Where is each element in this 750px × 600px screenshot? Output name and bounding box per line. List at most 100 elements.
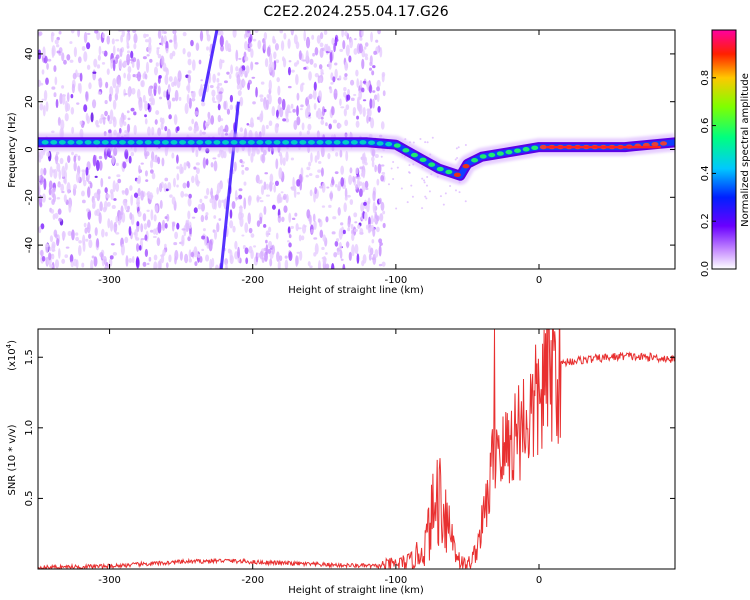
heatmap-noise-cell <box>246 122 250 126</box>
heatmap-noise-cell <box>115 182 120 192</box>
heatmap-noise-cell <box>345 150 349 162</box>
signal-trace-blob <box>170 140 178 145</box>
heatmap-noise-cell <box>372 190 376 202</box>
heatmap-noise-cell <box>188 221 192 229</box>
heatmap-noise-cell <box>207 111 211 119</box>
heatmap-noise-cell <box>85 238 89 242</box>
heatmap-noise-cell <box>59 157 64 165</box>
heatmap-noise-cell <box>250 117 254 128</box>
heatmap-noise-cell <box>144 248 149 258</box>
heatmap-noise-cell <box>117 178 122 184</box>
heatmap-noise-cell <box>154 204 159 214</box>
heatmap-noise-cell <box>142 73 146 80</box>
heatmap-noise-cell <box>348 174 353 185</box>
heatmap-noise-cell <box>263 39 267 51</box>
signal-trace-blob <box>58 140 66 145</box>
heatmap-noise-cell <box>378 263 383 267</box>
heatmap-noise-cell <box>277 96 282 105</box>
heatmap-noise-cell <box>347 227 351 232</box>
heatmap-noise-cell <box>69 254 74 263</box>
heatmap-noise-cell <box>142 94 146 103</box>
signal-trace-blob <box>402 148 410 153</box>
heatmap-noise-cell <box>101 61 106 65</box>
heatmap-noise-cell <box>53 65 57 73</box>
heatmap-noise-cell <box>277 260 281 269</box>
heatmap-noise-cell <box>457 146 460 149</box>
heatmap-noise-cell <box>217 114 222 123</box>
signal-trace-blob <box>213 140 221 145</box>
heatmap-noise-cell <box>56 238 60 246</box>
heatmap-noise-cell <box>185 219 190 224</box>
heatmap-noise-cell <box>122 121 127 126</box>
heatmap-noise-cell <box>201 101 206 107</box>
heatmap-noise-cell <box>61 85 65 89</box>
heatmap-noise-cell <box>137 210 142 218</box>
heatmap-noise-cell <box>317 169 322 173</box>
heatmap-noise-cell <box>252 101 256 105</box>
heatmap-noise-cell <box>279 154 283 166</box>
heatmap-noise-cell <box>202 157 207 169</box>
heatmap-noise-cell <box>207 117 212 125</box>
heatmap-noise-cell <box>233 161 237 172</box>
heatmap-noise-cell <box>265 124 269 130</box>
heatmap-noise-cell <box>368 253 372 261</box>
heatmap-noise-cell <box>43 167 47 176</box>
heatmap-noise-cell <box>124 93 128 96</box>
heatmap-noise-cell <box>321 47 325 52</box>
heatmap-noise-cell <box>75 172 81 183</box>
heatmap-noise-cell <box>223 80 228 84</box>
signal-trace-blob <box>273 140 281 145</box>
heatmap-noise-cell <box>357 103 362 112</box>
heatmap-noise-cell <box>335 38 339 42</box>
heatmap-noise-cell <box>218 91 223 94</box>
heatmap-noise-cell <box>78 240 82 244</box>
heatmap-noise-cell <box>152 159 157 163</box>
heatmap-noise-cell <box>173 177 176 188</box>
heatmap-noise-cell <box>364 56 369 61</box>
heatmap-noise-cell <box>160 121 164 131</box>
heatmap-noise-cell <box>370 247 374 256</box>
heatmap-noise-cell <box>66 92 70 103</box>
heatmap-noise-cell <box>191 118 195 125</box>
heatmap-noise-cell <box>171 221 175 232</box>
heatmap-noise-cell <box>116 174 121 178</box>
heatmap-noise-cell <box>123 72 126 79</box>
heatmap-noise-cell <box>343 108 347 117</box>
heatmap-noise-cell <box>164 222 168 229</box>
heatmap-noise-cell <box>371 98 376 109</box>
heatmap-noise-cell <box>439 195 442 198</box>
heatmap-noise-cell <box>373 218 377 223</box>
heatmap-noise-cell <box>187 236 191 242</box>
heatmap-noise-cell <box>312 89 317 100</box>
heatmap-noise-cell <box>217 199 222 209</box>
heatmap-noise-cell <box>208 239 213 252</box>
heatmap-noise-cell <box>141 79 145 88</box>
heatmap-noise-cell <box>38 185 41 196</box>
heatmap-noise-cell <box>408 171 411 174</box>
heatmap-noise-cell <box>173 241 178 246</box>
heatmap-noise-cell <box>135 257 140 269</box>
signal-trace-blob <box>368 140 376 145</box>
heatmap-noise-cell <box>372 227 376 237</box>
heatmap-noise-cell <box>428 190 431 193</box>
heatmap-noise-cell <box>266 46 271 57</box>
snr-y-label: SNR (10 * v/v) <box>7 424 18 495</box>
heatmap-noise-cell <box>281 98 286 111</box>
heatmap-noise-cell <box>210 115 215 125</box>
heatmap-noise-cell <box>128 155 132 164</box>
heatmap-noise-cell <box>282 118 287 122</box>
heatmap-noise-cell <box>113 221 118 233</box>
heatmap-noise-cell <box>142 261 147 267</box>
heatmap-noise-cell <box>109 109 114 122</box>
heatmap-noise-cell <box>271 61 275 71</box>
heatmap-noise-cell <box>340 165 345 175</box>
heatmap-noise-cell <box>288 60 292 63</box>
heatmap-noise-cell <box>38 175 41 182</box>
heatmap-noise-cell <box>201 248 205 252</box>
heatmap-noise-cell <box>81 262 85 268</box>
heatmap-noise-cell <box>104 187 108 194</box>
heatmap-noise-cell <box>356 176 361 180</box>
heatmap-noise-cell <box>70 261 74 268</box>
heatmap-noise-cell <box>319 229 324 239</box>
